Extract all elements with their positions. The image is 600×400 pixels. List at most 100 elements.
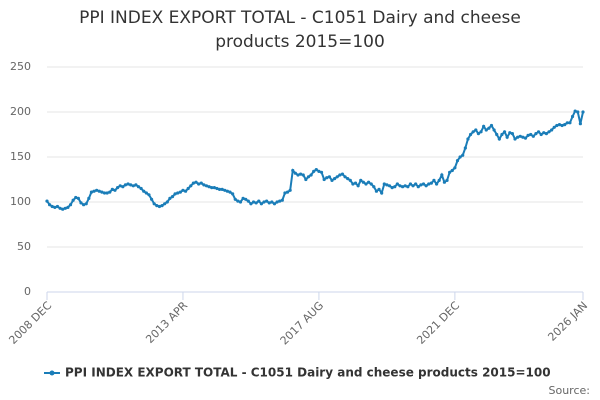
point-marker [406, 185, 410, 189]
point-marker [228, 190, 232, 194]
point-marker [115, 186, 120, 190]
point-marker [173, 192, 177, 196]
point-marker [552, 125, 556, 129]
point-marker [544, 132, 548, 136]
point-marker [301, 173, 305, 177]
point-marker [170, 195, 175, 199]
x-tick-label: 2026 JAN [545, 299, 590, 344]
point-marker [304, 177, 308, 182]
point-marker [197, 182, 201, 186]
chart-title: PPI INDEX EXPORT TOTAL - C1051 Dairy and… [79, 8, 521, 52]
point-marker [71, 198, 75, 202]
point-marker [165, 200, 169, 204]
point-marker [518, 134, 522, 138]
point-marker [262, 200, 266, 204]
point-marker [270, 200, 274, 204]
point-marker [68, 203, 73, 207]
point-marker [155, 204, 159, 208]
point-marker [95, 188, 99, 192]
point-marker [353, 181, 358, 185]
point-marker [291, 168, 295, 173]
point-marker [502, 130, 507, 134]
point-marker [468, 132, 473, 137]
y-tick-label: 200 [10, 105, 31, 118]
point-marker [479, 130, 483, 134]
point-marker [176, 191, 180, 195]
y-tick-label: 0 [24, 285, 31, 298]
point-marker [204, 184, 209, 188]
x-tick-label: 2017 AUG [278, 299, 327, 348]
x-tick-label: 2008 DEC [6, 299, 54, 347]
point-marker [492, 128, 496, 132]
point-marker [267, 201, 271, 205]
point-marker [550, 128, 554, 132]
point-marker [372, 185, 376, 189]
point-marker [382, 182, 386, 186]
point-marker [82, 203, 86, 207]
point-marker [238, 200, 243, 204]
point-marker [212, 186, 216, 190]
point-marker [186, 186, 190, 191]
point-marker [327, 175, 331, 179]
point-marker [288, 188, 292, 192]
point-marker [380, 191, 384, 195]
point-marker [84, 202, 88, 206]
point-marker [576, 110, 580, 114]
point-marker [335, 175, 339, 179]
point-marker [348, 178, 352, 182]
point-marker [61, 207, 65, 211]
point-marker [340, 172, 345, 176]
point-marker [265, 199, 269, 203]
point-marker [246, 199, 250, 203]
point-marker [461, 153, 465, 157]
y-tick-label: 250 [10, 60, 31, 73]
point-marker [299, 172, 303, 176]
point-marker [516, 135, 520, 139]
point-marker [421, 182, 426, 186]
point-marker [50, 204, 54, 209]
point-marker [330, 178, 334, 182]
point-marker [427, 182, 431, 186]
point-marker [66, 205, 70, 209]
point-marker [367, 180, 371, 184]
point-marker [437, 178, 441, 182]
point-marker [400, 185, 405, 189]
point-marker [570, 114, 575, 119]
point-marker [471, 130, 475, 134]
point-marker [89, 190, 94, 194]
point-marker [338, 173, 342, 177]
point-marker [505, 135, 509, 139]
point-marker [144, 191, 148, 195]
point-marker [495, 132, 499, 137]
point-marker [87, 196, 91, 200]
point-marker [309, 173, 313, 177]
point-marker [129, 183, 133, 187]
point-marker [181, 188, 185, 192]
y-tick-label: 150 [10, 150, 31, 163]
point-marker [293, 171, 297, 175]
point-marker [513, 137, 517, 141]
point-marker [280, 198, 284, 202]
point-marker [189, 184, 193, 188]
series-line [46, 109, 584, 211]
point-marker [474, 128, 478, 132]
point-marker [325, 176, 329, 180]
point-marker [215, 186, 219, 191]
point-marker [249, 202, 253, 206]
point-marker [312, 169, 316, 173]
point-marker [500, 132, 504, 137]
point-marker [92, 189, 96, 193]
point-marker [536, 130, 541, 134]
point-marker [136, 185, 141, 189]
point-marker [259, 202, 263, 206]
legend-marker [49, 370, 55, 376]
point-marker [220, 187, 224, 191]
point-marker [343, 175, 347, 179]
point-marker [476, 132, 481, 136]
point-marker [432, 178, 436, 182]
point-marker [526, 133, 530, 137]
point-marker [466, 137, 470, 141]
point-marker [278, 199, 282, 203]
point-marker [152, 202, 156, 206]
